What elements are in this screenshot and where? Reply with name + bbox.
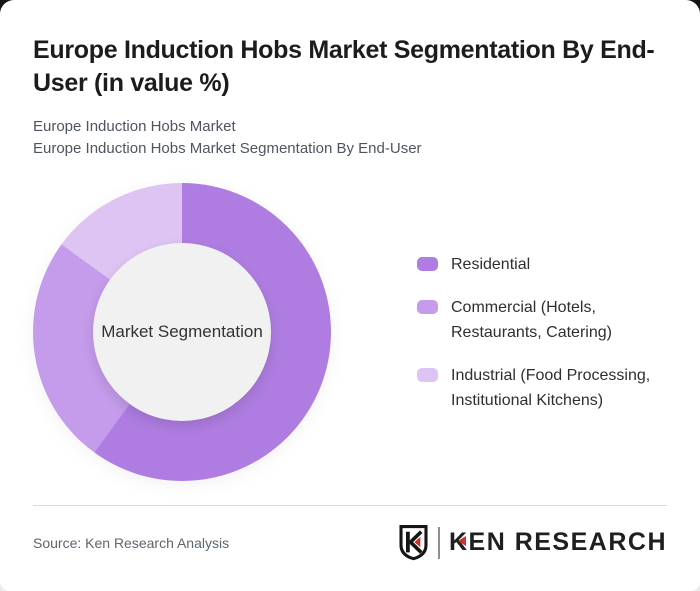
legend-label-industrial: Industrial (Food Processing, Institution…: [451, 366, 651, 409]
ken-research-shield-icon: [399, 525, 428, 561]
subtitle-line-2: Europe Induction Hobs Market Segmentatio…: [33, 140, 422, 157]
logo-k-red-triangle-icon: [457, 536, 466, 546]
chart-legend: Residential Commercial (Hotels, Restaura…: [417, 252, 650, 413]
logo-wordmark-text: KEN RESEARCH: [448, 528, 667, 556]
chart-subtitles: Europe Induction Hobs Market Europe Indu…: [33, 116, 667, 160]
legend-item-industrial: Industrial (Food Processing, Institution…: [417, 363, 650, 413]
donut-ring: Market Segmentation: [33, 183, 331, 481]
page-title: Europe Induction Hobs Market Segmentatio…: [33, 36, 655, 97]
footer: Source: Ken Research Analysis KEN RESEAR…: [33, 524, 667, 561]
logo-separator: [437, 526, 440, 559]
donut-center-label: Market Segmentation: [101, 322, 263, 341]
legend-label-commercial: Commercial (Hotels, Restaurants, Caterin…: [451, 298, 612, 341]
legend-item-commercial: Commercial (Hotels, Restaurants, Caterin…: [417, 295, 650, 345]
legend-swatch-residential: [417, 256, 438, 271]
legend-swatch-commercial: [417, 299, 438, 314]
ken-research-logo: KEN RESEARCH: [398, 524, 667, 561]
subtitle-line-1: Europe Induction Hobs Market: [33, 118, 236, 135]
donut-hole: Market Segmentation: [93, 243, 271, 421]
legend-item-residential: Residential: [417, 252, 650, 277]
source-text: Source: Ken Research Analysis: [33, 534, 230, 551]
legend-swatch-industrial: [417, 367, 438, 382]
footer-divider: [33, 505, 667, 506]
donut-chart: Market Segmentation Residential Commerci…: [33, 183, 667, 481]
legend-label-residential: Residential: [451, 255, 531, 273]
logo-wordmark: KEN RESEARCH: [449, 528, 667, 557]
